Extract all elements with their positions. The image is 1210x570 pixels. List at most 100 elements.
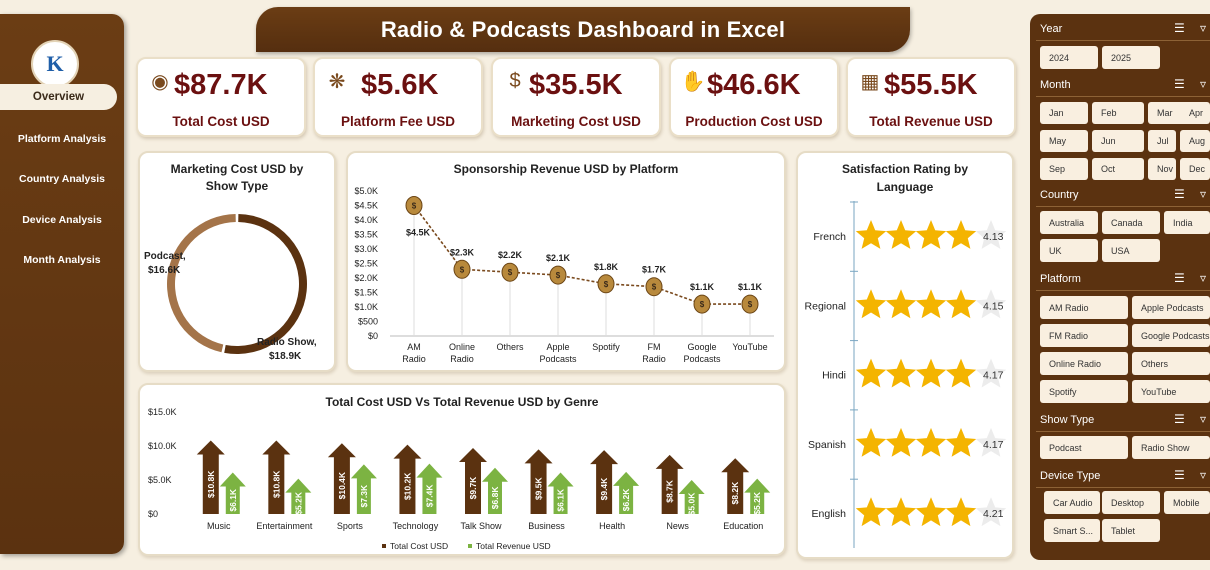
slicer-month-feb[interactable]: Feb	[1092, 102, 1144, 124]
nav-platform-analysis[interactable]: Platform Analysis	[17, 133, 107, 145]
revenue-arrow-bar	[678, 480, 705, 514]
nav-device-analysis[interactable]: Device Analysis	[22, 214, 102, 226]
slicer-month-aug[interactable]: Aug	[1180, 130, 1210, 152]
slicer-month-oct[interactable]: Oct	[1092, 158, 1144, 180]
kpi-label: Total Revenue USD	[869, 114, 993, 129]
donut-chart-panel: Marketing Cost USD by Show Type Podcast,…	[138, 151, 336, 372]
x-tick-label: AM	[407, 342, 421, 352]
multiselect-icon[interactable]: ☰	[1174, 77, 1185, 91]
slicer-month-apr[interactable]: Apr	[1180, 102, 1210, 124]
slicer-platform-fm-radio[interactable]: FM Radio	[1040, 324, 1128, 347]
slicer-divider	[1036, 96, 1210, 97]
x-tick-label: Business	[528, 521, 565, 531]
multiselect-icon[interactable]: ☰	[1174, 21, 1185, 35]
multiselect-icon[interactable]: ☰	[1174, 468, 1185, 482]
slicer-country-india[interactable]: India	[1164, 211, 1210, 234]
hand-dollar-icon: ✋	[680, 70, 706, 93]
slicer-device-mobile[interactable]: Mobile	[1164, 491, 1210, 514]
marker-glyph: $	[652, 283, 657, 292]
rating-star	[975, 427, 1007, 457]
clear-filter-icon[interactable]: ▿	[1200, 468, 1207, 482]
chart-title: Total Cost USD Vs Total Revenue USD by G…	[325, 395, 599, 409]
money-bag-marker	[741, 294, 759, 314]
slicer-month-dec[interactable]: Dec	[1180, 158, 1210, 180]
y-tick-label: $5.0K	[148, 475, 172, 485]
slicer-platform-others[interactable]: Others	[1132, 352, 1210, 375]
slicer-year-2024[interactable]: 2024	[1040, 46, 1098, 69]
donut-label-podcast-name: Podcast,	[144, 251, 186, 262]
x-tick-label: Education	[723, 521, 763, 531]
slicer-country-australia[interactable]: Australia	[1040, 211, 1098, 234]
data-label: $6.1K	[228, 488, 238, 512]
slicer-divider	[1036, 487, 1210, 488]
rating-star	[915, 220, 947, 249]
nav-country-analysis[interactable]: Country Analysis	[19, 173, 105, 185]
clear-filter-icon[interactable]: ▿	[1200, 21, 1207, 35]
slicer-month-jun[interactable]: Jun	[1092, 130, 1144, 152]
data-label: $1.8K	[594, 262, 619, 272]
data-label: 4.13	[983, 231, 1004, 243]
rating-star	[855, 289, 887, 319]
donut-slice-podcast[interactable]	[167, 214, 236, 353]
nav-overview[interactable]: Overview	[0, 84, 117, 110]
slicer-year-2025[interactable]: 2025	[1102, 46, 1160, 69]
slicer-device-desktop[interactable]: Desktop	[1102, 491, 1160, 514]
slicer-title-show-type: Show Type	[1040, 414, 1095, 426]
x-tick-label: Google	[687, 342, 716, 352]
kpi-value: $46.6K	[707, 69, 801, 101]
clear-filter-icon[interactable]: ▿	[1200, 77, 1207, 91]
revenue-arrow-bar	[744, 478, 771, 514]
slicer-month-may[interactable]: May	[1040, 130, 1088, 152]
x-tick-label: Others	[496, 342, 524, 352]
donut-slice-radio-show[interactable]	[224, 214, 307, 354]
y-tick-label: $4.5K	[354, 201, 378, 211]
data-label: $8.2K	[730, 481, 740, 505]
slicer-month-nov[interactable]: Nov	[1148, 158, 1176, 180]
slicer-device-smart-speaker[interactable]: Smart S...	[1044, 519, 1100, 542]
slicer-device-car-audio[interactable]: Car Audio	[1044, 491, 1100, 514]
rating-star	[915, 289, 947, 319]
revenue-arrow-bar	[285, 478, 312, 514]
marker-glyph: $	[412, 202, 417, 211]
rating-star	[975, 358, 1007, 388]
cost-arrow-bar	[327, 443, 356, 514]
slicer-platform-apple-podcasts[interactable]: Apple Podcasts	[1132, 296, 1210, 319]
donut-chart: Podcast, $16.6K Radio Show, $18.9K	[144, 214, 317, 362]
slicer-month-jul[interactable]: Jul	[1148, 130, 1176, 152]
x-tick-label: Sports	[337, 521, 364, 531]
clear-filter-icon[interactable]: ▿	[1200, 412, 1207, 426]
x-tick-label: Technology	[393, 521, 439, 531]
multiselect-icon[interactable]: ☰	[1174, 412, 1185, 426]
y-tick-label: $3.5K	[354, 230, 378, 240]
slicer-device-tablet[interactable]: Tablet	[1102, 519, 1160, 542]
data-label: $9.5K	[534, 477, 544, 501]
multiselect-icon[interactable]: ☰	[1174, 187, 1185, 201]
data-label: $10.8K	[271, 470, 281, 498]
multiselect-icon[interactable]: ☰	[1174, 271, 1185, 285]
rating-star	[885, 289, 917, 319]
slicer-show-type-podcast[interactable]: Podcast	[1040, 436, 1128, 459]
slicer-platform-online-radio[interactable]: Online Radio	[1040, 352, 1128, 375]
slicer-platform-google-podcasts[interactable]: Google Podcasts	[1132, 324, 1210, 347]
rating-star	[885, 427, 917, 457]
clear-filter-icon[interactable]: ▿	[1200, 271, 1207, 285]
data-label: $7.3K	[359, 484, 369, 508]
slicer-show-type-radio-show[interactable]: Radio Show	[1132, 436, 1210, 459]
slicer-country-uk[interactable]: UK	[1040, 239, 1098, 262]
slicer-platform-youtube[interactable]: YouTube	[1132, 380, 1210, 403]
slicer-country-canada[interactable]: Canada	[1102, 211, 1160, 234]
clear-filter-icon[interactable]: ▿	[1200, 187, 1207, 201]
kpi-production-cost: ✋ $46.6K Production Cost USD	[669, 57, 839, 137]
slicer-country-usa[interactable]: USA	[1102, 239, 1160, 262]
data-label: $9.7K	[468, 476, 478, 500]
slicer-month-sep[interactable]: Sep	[1040, 158, 1088, 180]
nav-month-analysis[interactable]: Month Analysis	[23, 254, 101, 266]
sponsorship-chart-panel: Sponsorship Revenue USD by Platform $5.0…	[346, 151, 786, 372]
slicer-platform-am-radio[interactable]: AM Radio	[1040, 296, 1128, 319]
data-label: $5.2K	[293, 491, 303, 515]
slicer-month-jan[interactable]: Jan	[1040, 102, 1088, 124]
rating-star	[975, 497, 1007, 527]
rating-star	[915, 427, 947, 457]
slicer-platform-spotify[interactable]: Spotify	[1040, 380, 1128, 403]
slicer-title-device-type: Device Type	[1040, 470, 1101, 482]
